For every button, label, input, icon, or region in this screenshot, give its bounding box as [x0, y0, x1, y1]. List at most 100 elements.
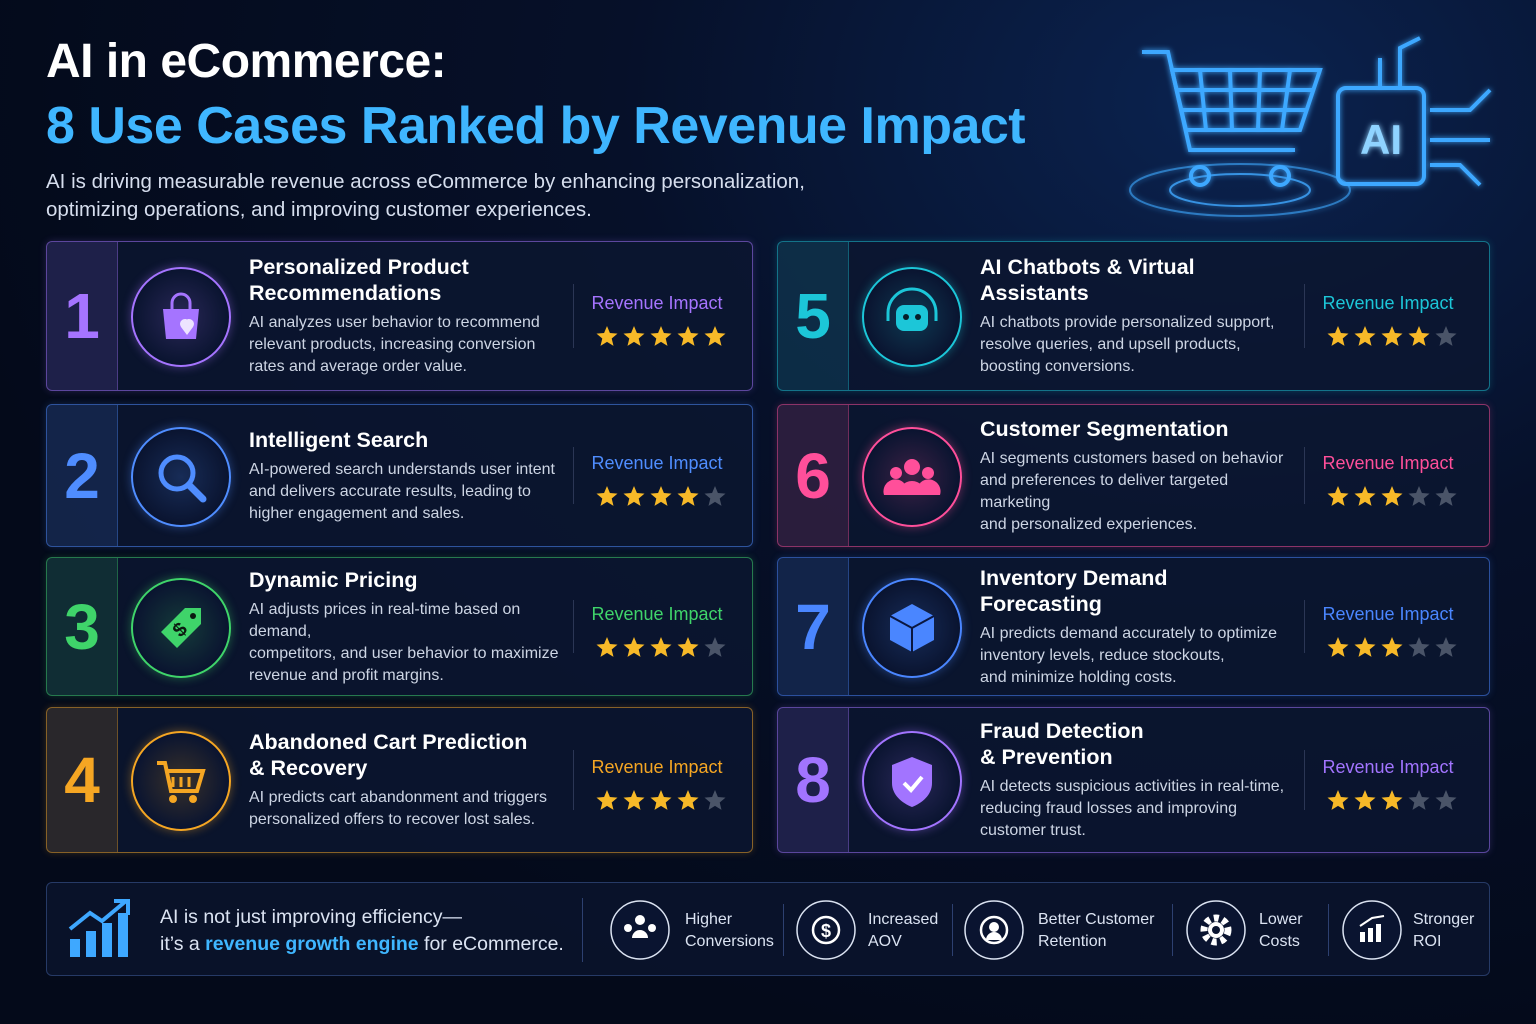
description-line: and personalized experiences. [980, 515, 1198, 533]
svg-text:$: $ [821, 921, 831, 941]
hero-art: AI [1129, 36, 1492, 217]
benefit-line: Costs [1259, 933, 1300, 950]
star [1408, 485, 1430, 506]
title-line: Intelligent Search [249, 427, 429, 452]
card: 1 Personalized Product Recommendations AI a… [46, 241, 753, 391]
card-title: Inventory Demand Forecasting [980, 565, 1300, 617]
rating-stars [1327, 790, 1457, 810]
ai-badge: AI [1360, 116, 1402, 163]
benefit-line: Better Customer [1038, 911, 1155, 928]
rating-stars [1327, 485, 1457, 506]
benefit-line: Conversions [685, 933, 774, 950]
card-number: 4 [47, 708, 118, 852]
description-line: AI analyzes user behavior to recommend [249, 314, 540, 331]
title-line: & Recovery [249, 756, 368, 780]
icon-glyph [157, 761, 206, 803]
description-line: AI chatbots provide personalized support… [980, 314, 1275, 331]
impact-label: Revenue Impact [591, 603, 723, 624]
card-title: Customer Segmentation [980, 416, 1300, 442]
card-body: AI Chatbots & Virtual Assistants AI chatbo… [980, 242, 1300, 390]
star [623, 636, 645, 657]
title-line: Assistants [980, 281, 1089, 305]
card: 5 AI Chatbots & Virtual Assistants AI chatb… [777, 241, 1490, 391]
divider [1172, 904, 1173, 956]
card: 3 $ Dynamic Pricing AI adjusts prices in re… [46, 557, 753, 696]
benefit-line: Lower [1259, 911, 1303, 928]
star [596, 636, 618, 657]
star [1354, 485, 1376, 506]
footer-text: for eCommerce. [418, 933, 564, 955]
card-body: Dynamic Pricing AI adjusts prices in real… [249, 558, 569, 695]
divider [582, 898, 583, 962]
star [596, 485, 618, 506]
divider [573, 750, 574, 810]
description-line: customer trust. [980, 822, 1086, 839]
title-line: Personalized Product [249, 255, 469, 279]
card-description: AI segments customers based on behavior a… [980, 448, 1300, 536]
footer-line: AI is not just improving efficiency— [160, 906, 463, 928]
star [623, 326, 645, 346]
rating-stars [596, 636, 726, 657]
description-line: AI predicts demand accurately to optimiz… [980, 624, 1278, 642]
star [1435, 790, 1457, 810]
benefit-line: Increased [868, 911, 939, 928]
subtitle: 8 Use Cases Ranked by Revenue Impact [46, 97, 1026, 155]
title-line: Abandoned Cart Prediction [249, 730, 528, 754]
footer-highlight: revenue growth engine [205, 933, 419, 955]
icon-glyph: $ [161, 607, 201, 648]
star [1327, 636, 1349, 657]
description-line: AI adjusts prices in real-time based on … [249, 600, 521, 640]
footer [46, 882, 1490, 976]
star [1408, 790, 1430, 810]
benefit-icon [1186, 900, 1246, 960]
star [623, 790, 645, 810]
icon [131, 731, 231, 831]
icon-glyph [163, 292, 199, 339]
star [1354, 326, 1376, 346]
rating-stars [1327, 636, 1457, 657]
benefit-label: Better Customer Retention [1038, 909, 1154, 953]
card-description: AI-powered search understands user inten… [249, 459, 569, 525]
icon: $ [131, 577, 231, 678]
divider [952, 904, 953, 956]
card-number: 6 [778, 405, 849, 546]
description-line: AI detects suspicious activities in real… [980, 778, 1285, 795]
star [677, 636, 699, 657]
card-body: Customer Segmentation AI segments custome… [980, 405, 1300, 546]
card: 4 Abandoned Cart Prediction & Recovery AI p… [46, 707, 753, 853]
impact-label: Revenue Impact [1322, 293, 1454, 313]
star [1354, 636, 1376, 657]
rating-stars [596, 790, 726, 810]
intro: AI is driving measurable revenue across … [46, 168, 805, 224]
star [677, 326, 699, 346]
description-line: boosting conversions. [980, 358, 1135, 375]
star [1435, 485, 1457, 506]
card-description: AI analyzes user behavior to recommend re… [249, 312, 569, 378]
card: 7 Inventory Demand Forecasting AI predicts … [777, 557, 1490, 696]
icon-glyph [158, 454, 207, 502]
description-line: AI predicts cart abandonment and trigger… [249, 789, 547, 806]
star [677, 790, 699, 810]
star [650, 485, 672, 506]
card-title: Intelligent Search [249, 427, 569, 453]
star [704, 636, 726, 657]
rating-stars [596, 485, 726, 506]
impact-label: Revenue Impact [1322, 757, 1454, 777]
benefit-label: Increased AOV [868, 909, 938, 953]
description-line: revenue and profit margins. [249, 666, 444, 684]
star [1381, 485, 1403, 506]
star [1381, 636, 1403, 657]
star [1435, 636, 1457, 657]
card: 8 Fraud Detection & Prevention AI detects s… [777, 707, 1490, 853]
impact-label: Revenue Impact [1322, 603, 1454, 624]
impact-label: Revenue Impact [591, 293, 723, 313]
description-line: AI-powered search understands user inten… [249, 460, 555, 478]
divider [573, 447, 574, 504]
card-body: Intelligent Search AI-powered search unde… [249, 405, 569, 546]
title-line: Fraud Detection [980, 719, 1144, 743]
card-body: Personalized Product Recommendations AI an… [249, 242, 569, 390]
benefit-line: Higher [685, 911, 733, 928]
card-title: AI Chatbots & Virtual Assistants [980, 254, 1300, 306]
icon [862, 426, 962, 527]
star [596, 326, 618, 346]
